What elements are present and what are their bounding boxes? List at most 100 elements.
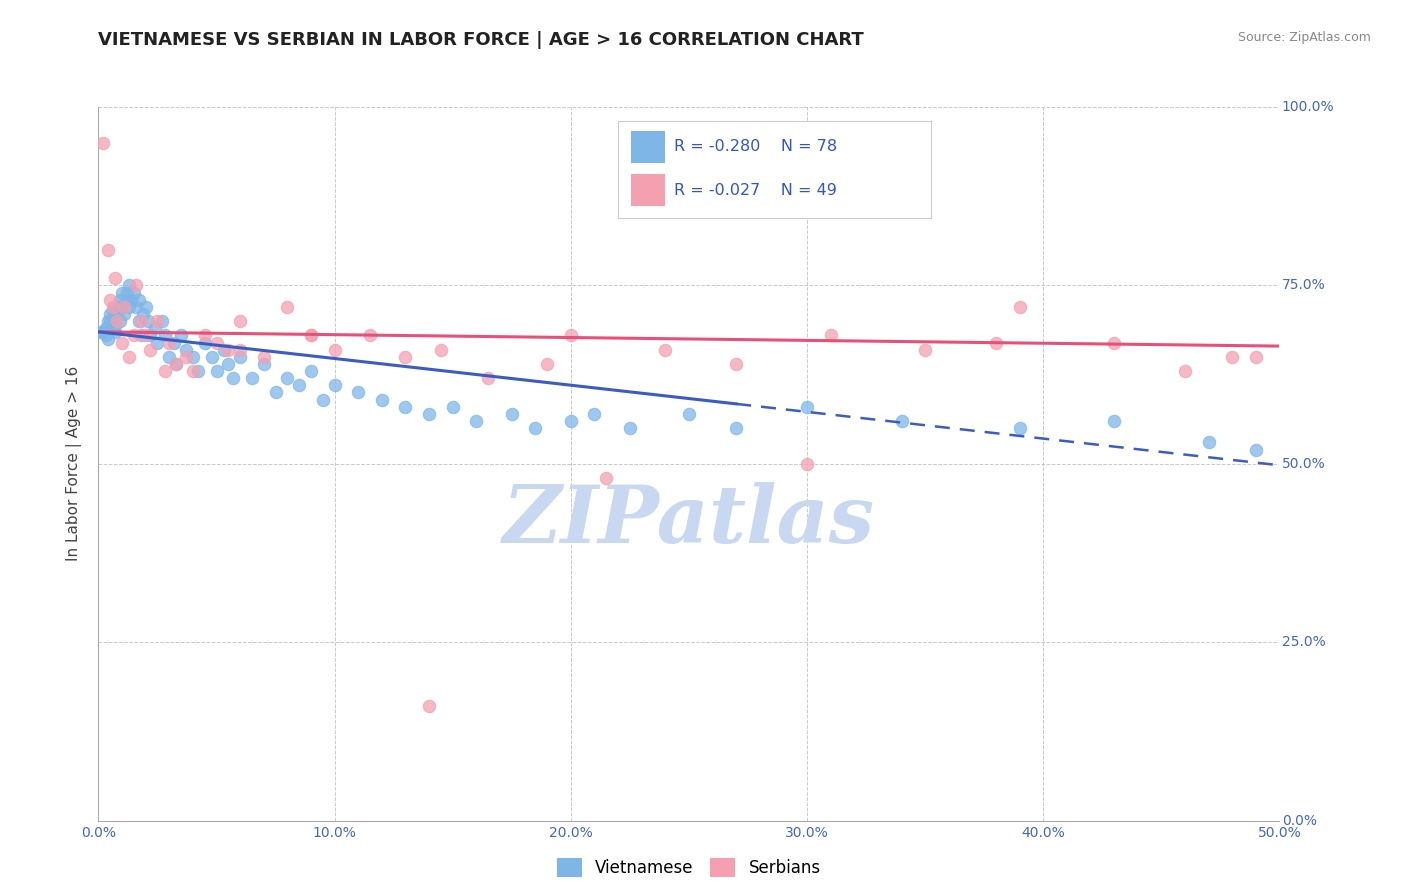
Point xyxy=(430,343,453,357)
Point xyxy=(128,293,150,307)
Point xyxy=(97,332,120,346)
Point xyxy=(98,293,121,307)
Point xyxy=(501,407,523,421)
Point xyxy=(121,293,143,307)
Point xyxy=(1174,364,1197,378)
Point xyxy=(125,278,148,293)
Point xyxy=(984,335,1007,350)
Point xyxy=(1220,350,1243,364)
Point xyxy=(111,300,134,314)
Point xyxy=(98,314,121,328)
Point xyxy=(105,314,128,328)
Point xyxy=(101,310,124,325)
Point xyxy=(299,328,322,343)
Point xyxy=(170,328,193,343)
Point xyxy=(135,328,157,343)
Point xyxy=(796,457,818,471)
Point xyxy=(118,350,141,364)
Point xyxy=(217,357,239,371)
Point xyxy=(111,335,134,350)
Point xyxy=(132,307,155,321)
Point xyxy=(115,293,138,307)
Point xyxy=(394,350,416,364)
Point xyxy=(94,328,117,343)
Point xyxy=(174,350,197,364)
Point xyxy=(97,243,120,257)
Text: 100.0%: 100.0% xyxy=(1282,100,1334,114)
Text: 50.0%: 50.0% xyxy=(1282,457,1326,471)
Point xyxy=(914,343,936,357)
Point xyxy=(105,307,128,321)
Point xyxy=(112,307,135,321)
Point xyxy=(174,343,197,357)
Point xyxy=(98,307,121,321)
Point xyxy=(143,321,166,335)
Point xyxy=(157,335,180,350)
Point xyxy=(240,371,263,385)
Point xyxy=(111,285,134,300)
Text: R = -0.027    N = 49: R = -0.027 N = 49 xyxy=(675,183,838,198)
Point xyxy=(796,400,818,414)
Point xyxy=(725,357,748,371)
Point xyxy=(1102,335,1125,350)
Point xyxy=(359,328,381,343)
Point xyxy=(299,364,322,378)
Point xyxy=(146,314,169,328)
Point xyxy=(194,335,217,350)
Point xyxy=(97,314,120,328)
Point xyxy=(371,392,394,407)
Point xyxy=(583,407,606,421)
Point xyxy=(122,328,145,343)
Point xyxy=(129,314,152,328)
Point xyxy=(524,421,547,435)
Point xyxy=(104,271,127,285)
Point xyxy=(229,343,252,357)
Point xyxy=(157,350,180,364)
Point xyxy=(654,343,676,357)
Point xyxy=(1244,350,1267,364)
Text: 75.0%: 75.0% xyxy=(1282,278,1326,293)
Point xyxy=(1102,414,1125,428)
Point xyxy=(323,378,346,392)
Point xyxy=(150,314,173,328)
Text: ZIPatlas: ZIPatlas xyxy=(503,483,875,559)
Point xyxy=(105,300,128,314)
Text: R = -0.280    N = 78: R = -0.280 N = 78 xyxy=(675,139,838,154)
Point xyxy=(104,325,127,339)
Point xyxy=(194,328,217,343)
Point xyxy=(181,350,204,364)
Point xyxy=(477,371,499,385)
Point xyxy=(101,303,124,318)
Point xyxy=(418,699,440,714)
Point xyxy=(595,471,617,485)
Point xyxy=(135,300,157,314)
Point xyxy=(139,343,162,357)
Point xyxy=(101,300,124,314)
Point xyxy=(118,278,141,293)
Point xyxy=(125,300,148,314)
Point xyxy=(146,335,169,350)
Point xyxy=(212,343,235,357)
Point xyxy=(276,300,298,314)
Point xyxy=(820,328,842,343)
Point xyxy=(165,357,187,371)
Point xyxy=(128,314,150,328)
Legend: Vietnamese, Serbians: Vietnamese, Serbians xyxy=(550,851,828,884)
Text: 0.0%: 0.0% xyxy=(1282,814,1317,828)
Point xyxy=(1008,300,1031,314)
Point xyxy=(418,407,440,421)
Point xyxy=(347,385,370,400)
Point xyxy=(91,325,114,339)
Point xyxy=(1244,442,1267,457)
Point xyxy=(312,392,335,407)
Point xyxy=(94,321,117,335)
Point xyxy=(153,328,176,343)
Point xyxy=(299,328,322,343)
Point xyxy=(115,285,138,300)
Point xyxy=(118,300,141,314)
Point xyxy=(108,314,131,328)
Point xyxy=(90,325,112,339)
Point xyxy=(288,378,311,392)
Point xyxy=(725,421,748,435)
Point xyxy=(153,364,176,378)
